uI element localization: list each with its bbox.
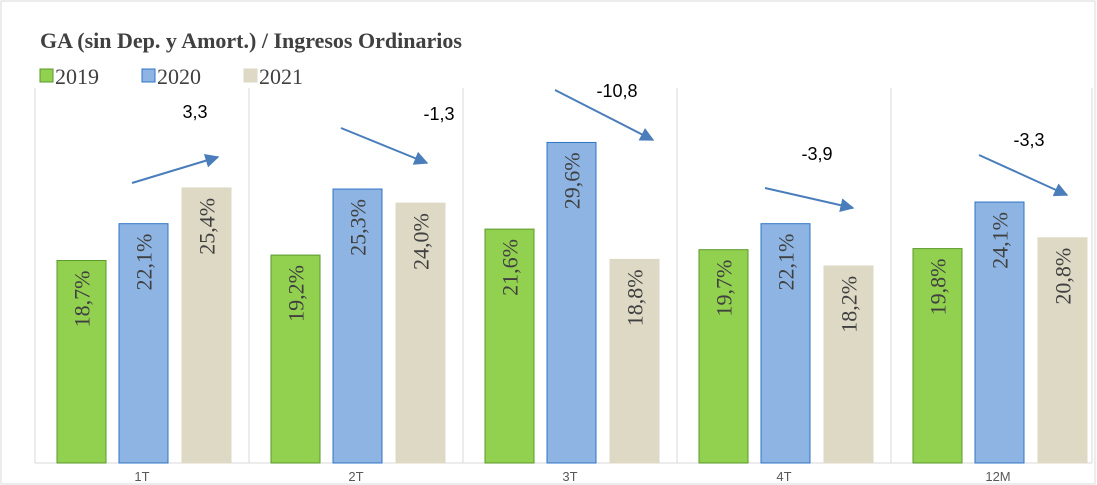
bar — [912, 248, 963, 464]
legend-label: 2020 — [157, 64, 201, 89]
x-tick-label: 4T — [776, 469, 791, 484]
data-label: 22,1% — [132, 234, 157, 291]
bar — [823, 265, 874, 464]
data-label: 25,4% — [195, 198, 220, 255]
data-label: 18,7% — [70, 271, 95, 328]
x-tick-label: 12M — [985, 469, 1010, 484]
change-label: -10,8 — [596, 81, 637, 101]
bar — [546, 141, 597, 464]
data-label: 29,6% — [560, 152, 585, 209]
data-label: 20,8% — [1051, 248, 1076, 305]
legend-label: 2021 — [259, 64, 303, 89]
legend-swatch — [243, 68, 258, 83]
legend-swatch — [39, 68, 54, 83]
change-arrow — [764, 187, 855, 213]
bar — [118, 223, 169, 464]
x-tick-label: 1T — [134, 469, 149, 484]
x-tick-label: 3T — [562, 469, 577, 484]
bar — [698, 249, 749, 464]
bar — [56, 260, 107, 464]
change-arrow — [978, 154, 1069, 197]
bar — [760, 223, 811, 464]
bar — [609, 258, 660, 464]
data-label: 22,1% — [774, 234, 799, 291]
bar — [395, 202, 446, 464]
data-label: 19,2% — [284, 265, 309, 322]
change-arrow — [554, 89, 655, 141]
data-label: 25,3% — [346, 199, 371, 256]
data-label: 19,7% — [712, 260, 737, 317]
data-label: 18,2% — [837, 276, 862, 333]
bar — [181, 187, 232, 464]
chart-title: GA (sin Dep. y Amort.) / Ingresos Ordina… — [40, 28, 462, 53]
data-label: 18,8% — [623, 269, 648, 326]
bar — [1037, 237, 1088, 464]
bar — [332, 188, 383, 464]
change-arrow — [131, 153, 220, 184]
data-label: 21,6% — [498, 239, 523, 296]
legend-swatch — [141, 68, 156, 83]
change-label: -1,3 — [423, 104, 454, 124]
bar — [974, 201, 1025, 464]
legend-label: 2019 — [55, 64, 99, 89]
change-label: 3,3 — [182, 102, 207, 122]
data-label: 24,0% — [409, 213, 434, 270]
bar — [270, 254, 321, 464]
change-label: -3,3 — [1013, 130, 1044, 150]
change-arrow — [340, 127, 429, 165]
x-tick-label: 2T — [348, 469, 363, 484]
change-label: -3,9 — [801, 144, 832, 164]
data-label: 24,1% — [988, 212, 1013, 269]
data-label: 19,8% — [926, 259, 951, 316]
bar — [484, 228, 535, 464]
